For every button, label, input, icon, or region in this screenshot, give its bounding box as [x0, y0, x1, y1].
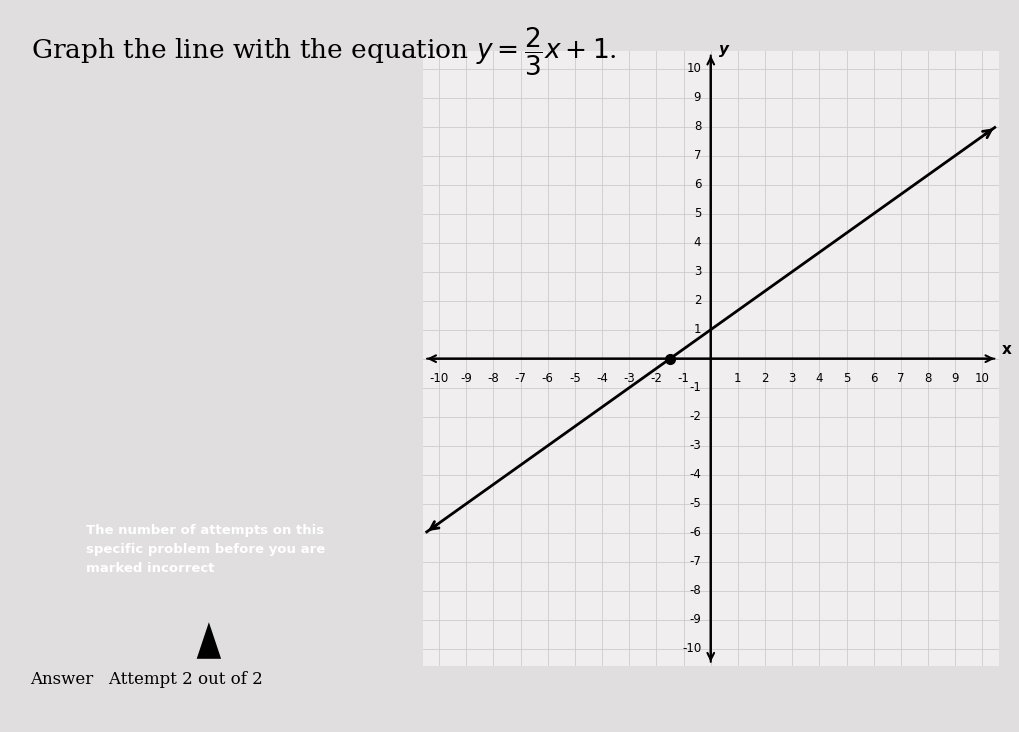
- Text: 2: 2: [694, 294, 701, 307]
- Polygon shape: [197, 622, 221, 659]
- Text: -1: -1: [690, 381, 701, 395]
- Text: -3: -3: [624, 372, 635, 385]
- Text: -6: -6: [690, 526, 701, 539]
- Text: 3: 3: [789, 372, 796, 385]
- Text: The number of attempts on this
specific problem before you are
marked incorrect: The number of attempts on this specific …: [86, 524, 325, 575]
- Text: -4: -4: [690, 468, 701, 481]
- Text: 6: 6: [694, 178, 701, 191]
- Text: -8: -8: [488, 372, 499, 385]
- Text: 9: 9: [952, 372, 959, 385]
- Text: -5: -5: [690, 497, 701, 510]
- Text: 2: 2: [761, 372, 768, 385]
- Text: 3: 3: [694, 265, 701, 278]
- Text: 9: 9: [694, 92, 701, 104]
- Text: -10: -10: [430, 372, 448, 385]
- Text: -4: -4: [596, 372, 608, 385]
- Text: 10: 10: [687, 62, 701, 75]
- Text: 5: 5: [843, 372, 850, 385]
- Text: y: y: [718, 42, 729, 57]
- Text: 7: 7: [897, 372, 905, 385]
- Text: 1: 1: [734, 372, 742, 385]
- Text: 4: 4: [815, 372, 823, 385]
- Text: -5: -5: [569, 372, 581, 385]
- Text: 4: 4: [694, 236, 701, 249]
- Text: -6: -6: [542, 372, 553, 385]
- Text: 5: 5: [694, 207, 701, 220]
- Text: -9: -9: [461, 372, 472, 385]
- Text: 1: 1: [694, 323, 701, 336]
- Text: Answer   Attempt 2 out of 2: Answer Attempt 2 out of 2: [31, 671, 263, 688]
- Text: -7: -7: [690, 555, 701, 568]
- Text: 8: 8: [924, 372, 931, 385]
- Text: 8: 8: [694, 120, 701, 133]
- Text: -8: -8: [690, 584, 701, 597]
- Text: x: x: [1002, 343, 1011, 357]
- Text: -9: -9: [690, 613, 701, 626]
- Text: 7: 7: [694, 149, 701, 163]
- Text: -1: -1: [678, 372, 690, 385]
- Text: Graph the line with the equation $y = \dfrac{2}{3}x + 1$.: Graph the line with the equation $y = \d…: [31, 26, 616, 78]
- Text: -2: -2: [690, 410, 701, 423]
- Text: 6: 6: [870, 372, 877, 385]
- Text: -10: -10: [682, 642, 701, 655]
- Text: -3: -3: [690, 439, 701, 452]
- Text: -7: -7: [515, 372, 527, 385]
- Text: -2: -2: [650, 372, 662, 385]
- Text: 10: 10: [975, 372, 989, 385]
